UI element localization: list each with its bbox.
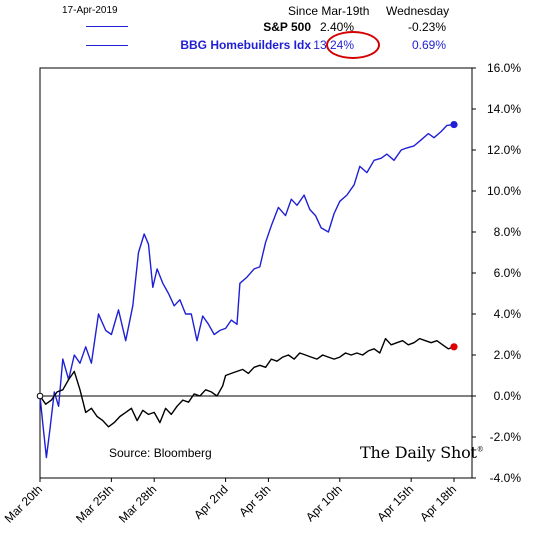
y-tick-label: 8.0% <box>494 225 522 239</box>
legend-label-homebuilders: BBG Homebuilders Idx <box>180 38 311 52</box>
y-tick-label: -2.0% <box>490 430 522 444</box>
x-tick-label: Mar 20th <box>2 482 45 525</box>
x-tick-label: Apr 15th <box>374 482 416 524</box>
highlight-circle <box>326 31 380 59</box>
brand-mark: ® <box>476 445 484 454</box>
y-tick-label: 4.0% <box>494 307 522 321</box>
y-tick-label: 12.0% <box>487 143 521 157</box>
y-tick-label: 16.0% <box>487 61 521 75</box>
report-date: 17-Apr-2019 <box>62 5 118 16</box>
y-tick-label: 14.0% <box>487 102 521 116</box>
column-header-day: Wednesday <box>386 4 450 18</box>
legend-label-sp500: S&P 500 <box>263 20 311 34</box>
legend-swatch-sp500 <box>86 26 128 27</box>
end-point-sp500 <box>450 343 458 351</box>
brand-logo: The Daily Shot® <box>360 443 484 462</box>
brand-name: The Daily Shot <box>360 443 477 462</box>
x-tick-label: Apr 10th <box>303 482 345 524</box>
y-tick-label: 6.0% <box>494 266 522 280</box>
x-tick-label: Mar 25th <box>73 482 116 525</box>
x-tick-label: Apr 5th <box>236 482 273 519</box>
start-point <box>36 392 44 400</box>
series-line-sp500 <box>39 337 455 428</box>
y-tick-label: 10.0% <box>487 184 521 198</box>
y-tick-label: 0.0% <box>494 389 522 403</box>
x-tick-label: Apr 18th <box>417 482 459 524</box>
plot-frame <box>39 67 473 479</box>
legend-day-sp500: -0.23% <box>407 20 446 34</box>
legend-day-homebuilders: 0.69% <box>411 38 446 52</box>
x-tick-label: Mar 28th <box>116 482 159 525</box>
end-point-homebuilders <box>450 120 458 129</box>
source-note: Source: Bloomberg <box>109 446 212 460</box>
legend-swatch-homebuilders <box>86 45 128 46</box>
legend-since-sp500: 2.40% <box>319 20 354 34</box>
y-tick-label: 2.0% <box>494 348 522 362</box>
x-tick-label: Apr 2nd <box>191 482 231 522</box>
series-line-homebuilders <box>39 123 455 459</box>
column-header-since: Since Mar-19th <box>288 4 370 18</box>
y-tick-label: -4.0% <box>490 471 522 485</box>
